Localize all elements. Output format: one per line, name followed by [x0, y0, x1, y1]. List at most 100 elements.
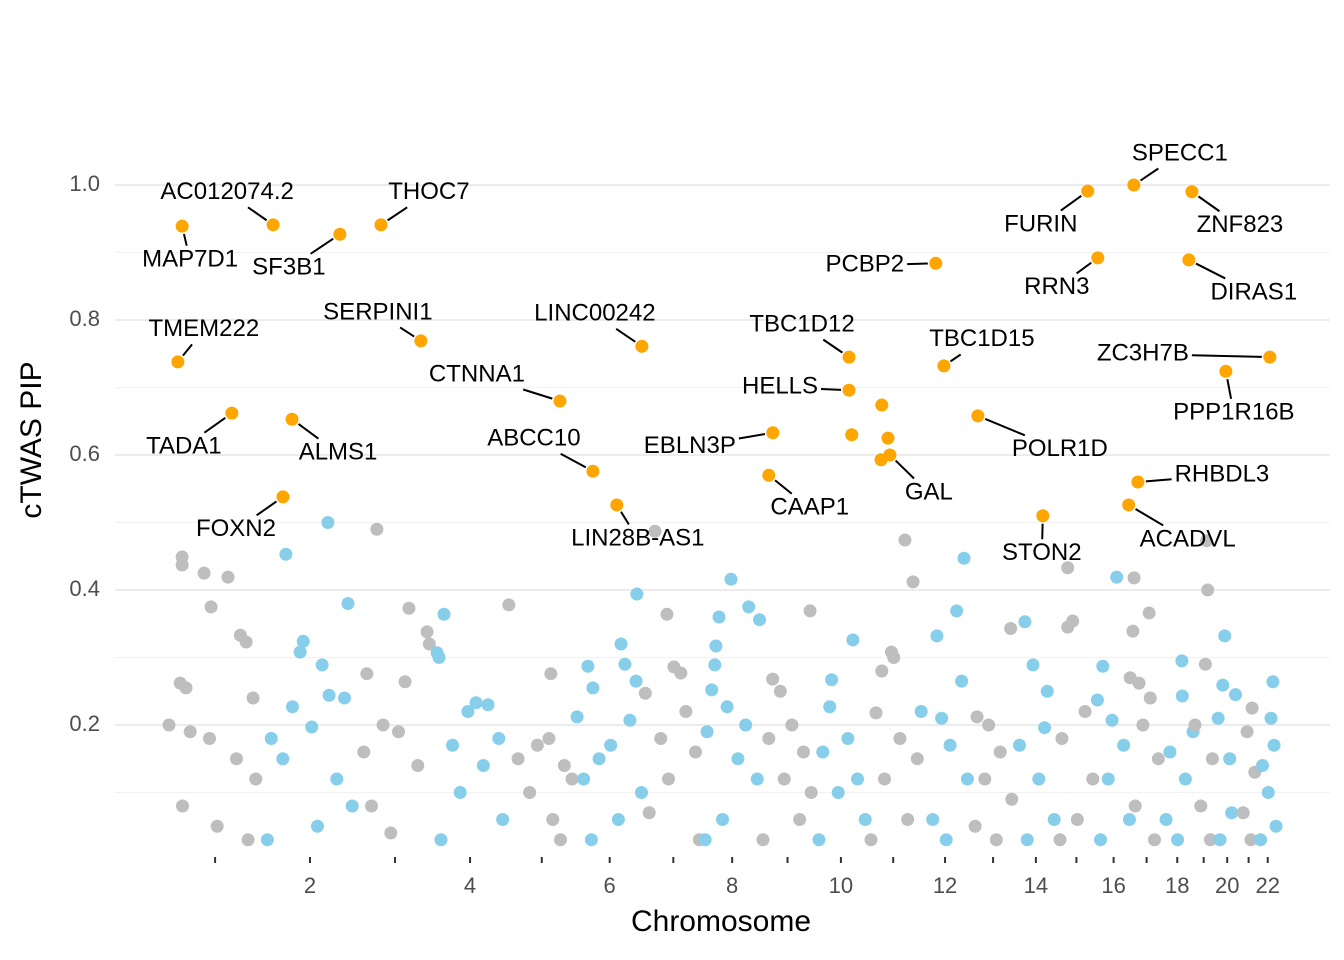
leader-line — [297, 423, 320, 440]
point — [1159, 813, 1173, 826]
point — [376, 718, 390, 732]
point — [1040, 684, 1054, 698]
point — [797, 745, 810, 759]
point — [1110, 570, 1124, 584]
point — [565, 772, 579, 786]
point — [311, 819, 324, 833]
point — [554, 833, 567, 847]
leader-line — [774, 479, 793, 495]
point — [1225, 806, 1239, 820]
point — [1256, 759, 1269, 772]
point — [197, 566, 211, 580]
point — [898, 533, 912, 547]
gene-label: ABCC10 — [487, 425, 580, 452]
point — [1244, 833, 1258, 847]
point — [546, 813, 560, 826]
highlight-point — [333, 227, 347, 241]
highlight-point — [1219, 364, 1233, 378]
gene-label: RHBDL3 — [1175, 460, 1270, 487]
point — [1267, 738, 1281, 752]
point — [434, 833, 448, 847]
highlight-point — [881, 431, 895, 445]
x-tick-label: 4 — [464, 873, 476, 898]
y-tick-label: 1.0 — [69, 171, 100, 196]
point — [742, 600, 756, 614]
leader-line — [182, 233, 188, 246]
leader-line — [1191, 354, 1262, 358]
leader-line — [1226, 378, 1233, 399]
point — [1175, 654, 1189, 668]
point — [978, 772, 992, 786]
point — [1086, 772, 1100, 786]
leader-line — [1135, 508, 1164, 527]
point — [511, 752, 525, 766]
point — [1053, 833, 1067, 847]
leader-line — [1197, 195, 1221, 213]
point — [422, 637, 436, 651]
point — [1126, 624, 1140, 638]
point — [293, 645, 307, 659]
gene-label: TADA1 — [146, 432, 222, 459]
leader-line — [1060, 194, 1082, 212]
highlight-point — [1081, 184, 1095, 198]
point — [305, 720, 319, 734]
point — [887, 651, 901, 664]
point — [611, 813, 625, 826]
highlight-point — [971, 409, 985, 423]
point — [816, 745, 830, 759]
y-tick-label: 0.8 — [69, 306, 100, 331]
point — [654, 732, 668, 745]
point — [709, 639, 723, 653]
point — [1128, 799, 1142, 813]
point — [1020, 833, 1034, 847]
point — [1038, 721, 1052, 735]
gene-label: PCBP2 — [825, 251, 904, 278]
leader-line — [820, 387, 842, 391]
point — [1070, 813, 1084, 826]
leader-line — [949, 353, 962, 363]
leader-line — [907, 262, 928, 266]
highlight-point — [1182, 253, 1196, 267]
highlight-point — [766, 426, 780, 440]
point — [993, 745, 1007, 759]
point — [1136, 718, 1150, 732]
point — [893, 732, 907, 745]
point — [542, 732, 556, 745]
highlight-point — [225, 406, 239, 420]
point — [689, 745, 702, 759]
point — [618, 657, 632, 671]
highlight-point — [845, 428, 859, 442]
point — [183, 725, 197, 739]
highlight-point — [1122, 498, 1136, 512]
point — [476, 759, 490, 772]
y-tick-label: 0.2 — [69, 711, 100, 736]
point — [1171, 833, 1185, 847]
leader-line — [620, 511, 630, 525]
leader-line — [1195, 262, 1226, 280]
leader-line — [984, 417, 1026, 437]
point — [203, 732, 216, 745]
highlight-point — [553, 394, 567, 408]
point — [330, 772, 344, 786]
point — [398, 675, 412, 689]
leader-line — [822, 338, 843, 354]
point — [803, 604, 817, 618]
gene-label: TBC1D12 — [749, 310, 854, 337]
point — [1013, 738, 1026, 752]
point — [935, 711, 949, 725]
point — [635, 786, 648, 799]
gene-label: RRN3 — [1024, 273, 1089, 300]
point — [712, 610, 726, 624]
point — [176, 799, 189, 813]
point — [878, 772, 891, 786]
point — [1143, 691, 1157, 705]
point — [365, 799, 378, 813]
point — [584, 833, 598, 847]
point — [943, 738, 957, 752]
x-tick-label: 2 — [304, 873, 316, 898]
point — [1096, 659, 1110, 673]
highlight-point — [1127, 178, 1141, 192]
gene-label: AC012074.2 — [160, 178, 293, 205]
point — [875, 664, 889, 678]
